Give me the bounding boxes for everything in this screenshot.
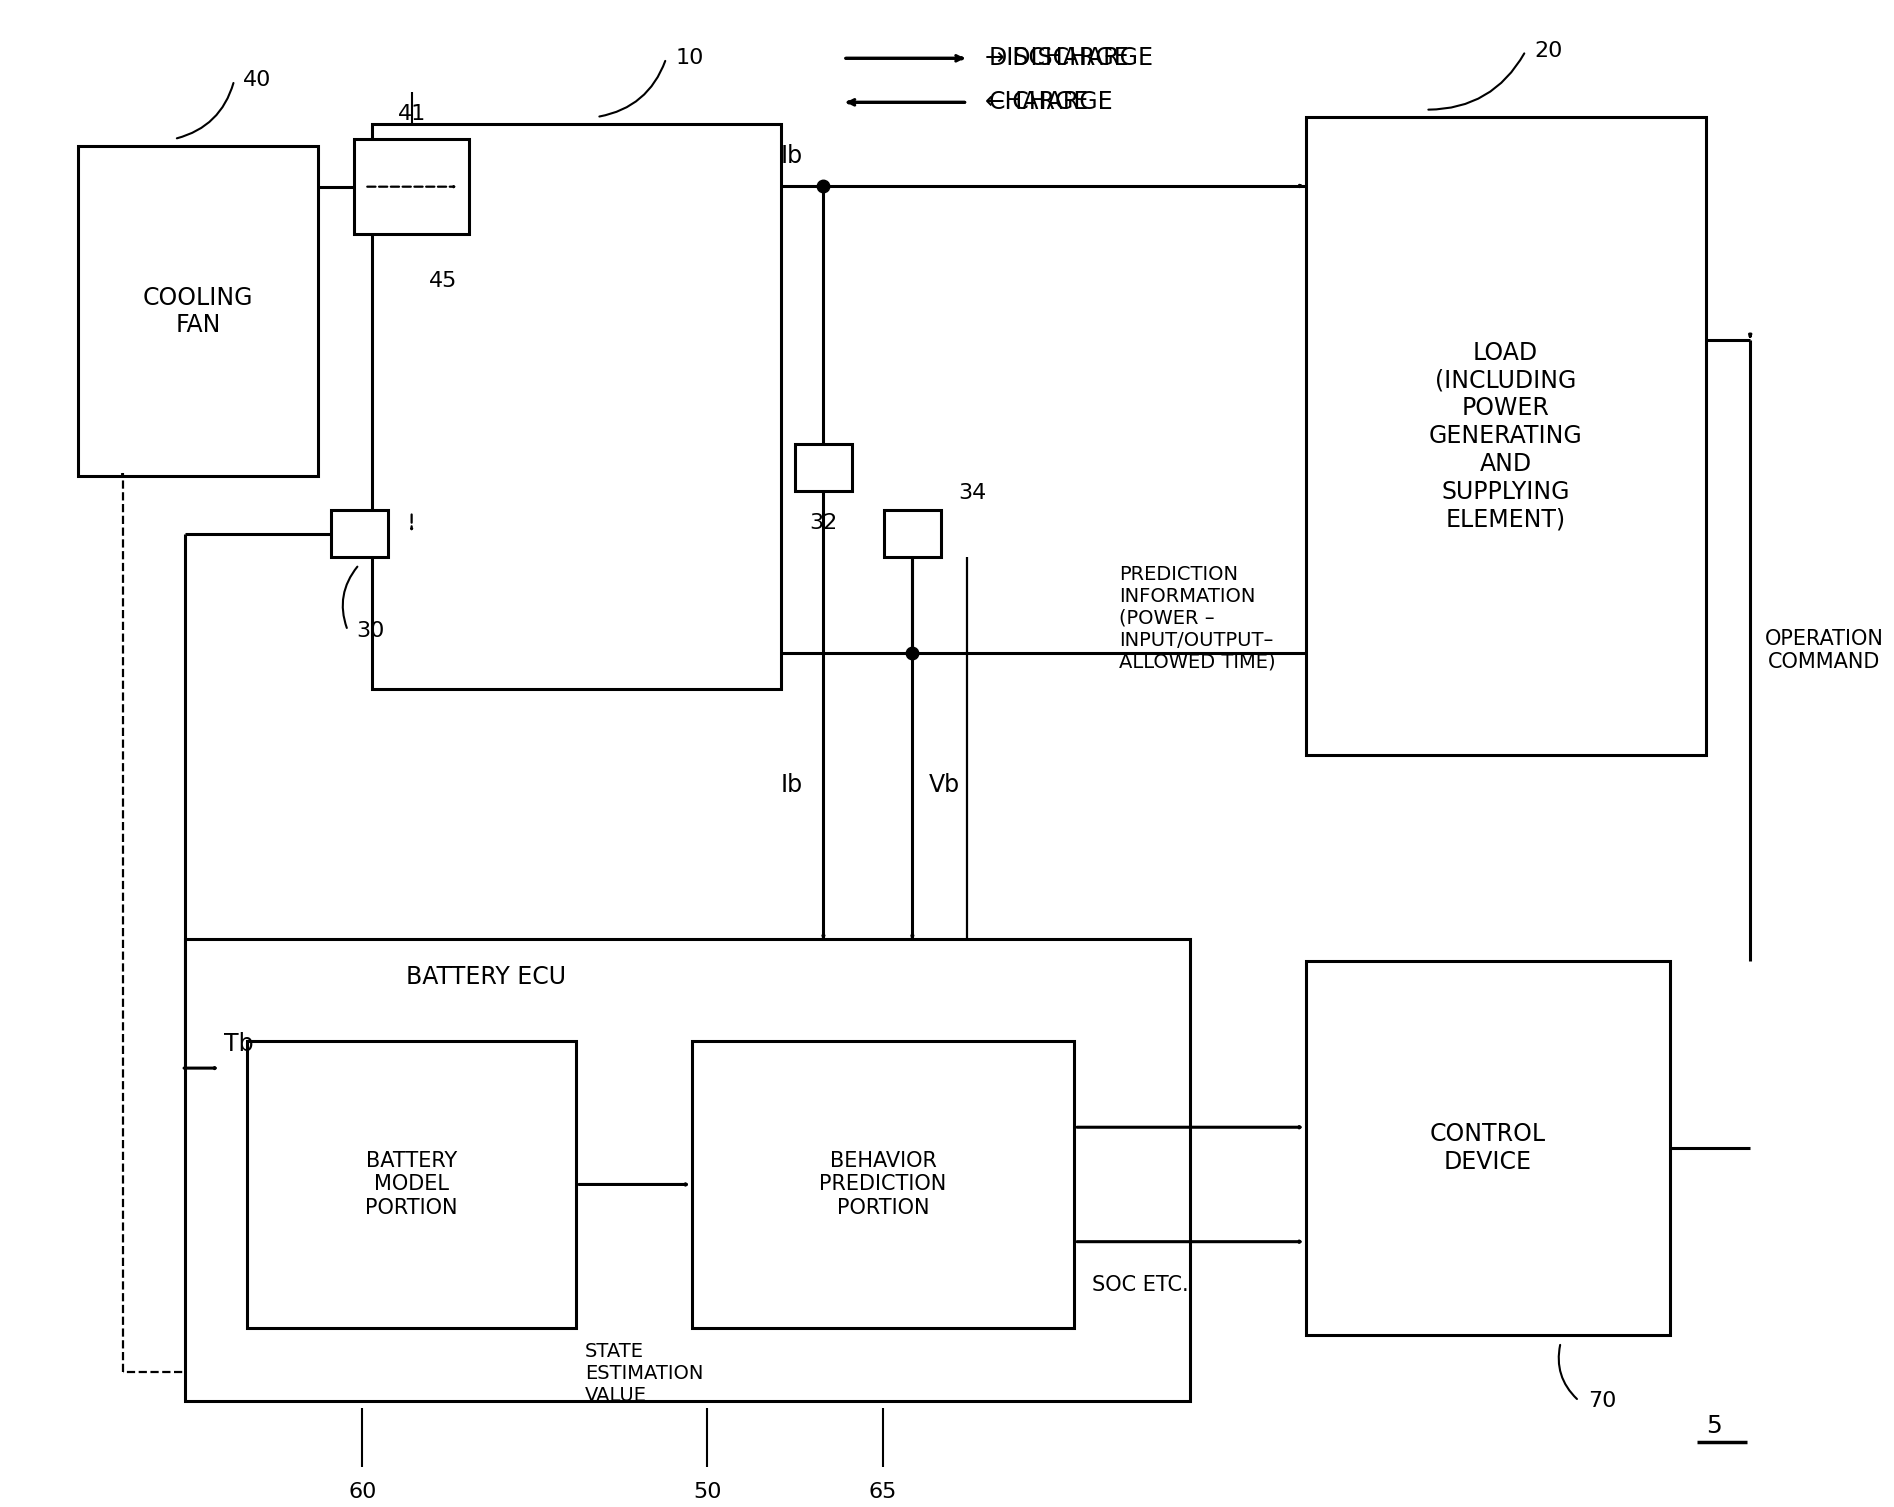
Bar — [331, 511, 388, 558]
Text: DISCHARGE: DISCHARGE — [989, 47, 1129, 71]
Bar — [691, 1041, 1074, 1328]
Text: CONTROL
DEVICE: CONTROL DEVICE — [1430, 1121, 1546, 1174]
Text: BATTERY
MODEL
PORTION: BATTERY MODEL PORTION — [366, 1151, 458, 1218]
Text: 30: 30 — [356, 621, 384, 640]
Text: COOLING
FAN: COOLING FAN — [142, 285, 254, 338]
Text: CHARGE: CHARGE — [989, 90, 1089, 115]
Text: 70: 70 — [1587, 1391, 1616, 1411]
Text: OPERATION
COMMAND: OPERATION COMMAND — [1765, 628, 1883, 672]
Bar — [78, 146, 318, 476]
Text: 20: 20 — [1534, 41, 1563, 60]
Text: 32: 32 — [809, 514, 837, 533]
Text: Vb: Vb — [928, 773, 960, 797]
Bar — [371, 125, 780, 689]
Bar — [246, 1041, 576, 1328]
Bar — [1305, 118, 1706, 755]
Text: 45: 45 — [430, 271, 458, 291]
Bar — [1305, 960, 1671, 1335]
Text: ← CHARGE: ← CHARGE — [985, 90, 1114, 115]
Text: 50: 50 — [693, 1481, 722, 1501]
Text: 34: 34 — [958, 482, 987, 503]
Text: 41: 41 — [398, 104, 426, 125]
Text: 65: 65 — [869, 1481, 898, 1501]
Text: 10: 10 — [674, 48, 703, 68]
Text: Ib: Ib — [780, 773, 803, 797]
Text: 60: 60 — [348, 1481, 377, 1501]
Bar — [884, 511, 941, 558]
Text: → DISCHARGE: → DISCHARGE — [985, 47, 1153, 71]
Text: 40: 40 — [242, 71, 271, 90]
Text: Tb: Tb — [223, 1032, 254, 1056]
Text: 5: 5 — [1706, 1414, 1722, 1438]
Text: LOAD
(INCLUDING
POWER
GENERATING
AND
SUPPLYING
ELEMENT): LOAD (INCLUDING POWER GENERATING AND SUP… — [1428, 341, 1583, 532]
Text: STATE
ESTIMATION
VALUE: STATE ESTIMATION VALUE — [585, 1343, 703, 1405]
Bar — [795, 445, 852, 491]
Text: SOC ETC.: SOC ETC. — [1093, 1275, 1189, 1295]
Text: Ib: Ib — [780, 145, 803, 169]
Text: BATTERY ECU: BATTERY ECU — [407, 964, 566, 989]
Bar — [354, 139, 470, 235]
Bar — [186, 939, 1189, 1402]
Text: BEHAVIOR
PREDICTION
PORTION: BEHAVIOR PREDICTION PORTION — [820, 1151, 947, 1218]
Text: PREDICTION
INFORMATION
(POWER –
INPUT/OUTPUT–
ALLOWED TIME): PREDICTION INFORMATION (POWER – INPUT/OU… — [1119, 565, 1275, 672]
